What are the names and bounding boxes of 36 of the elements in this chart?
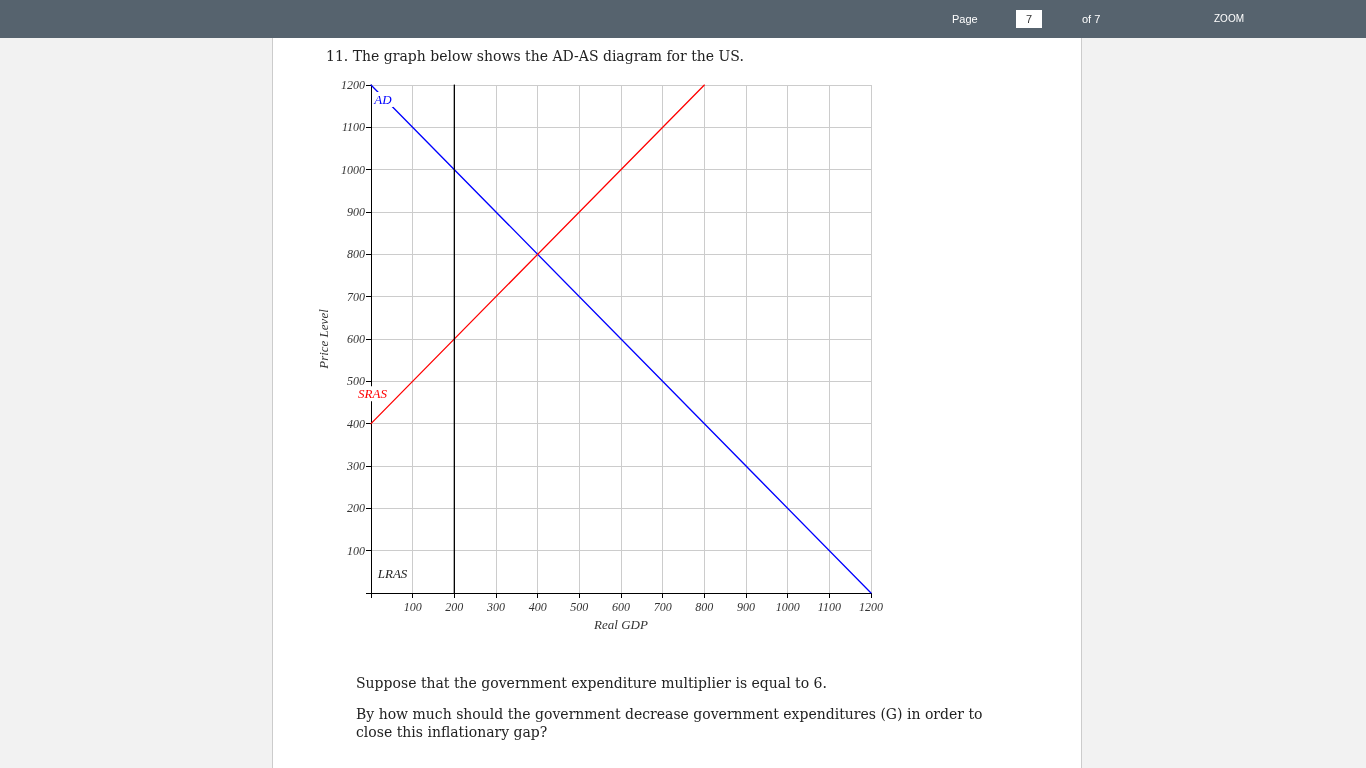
x-axis-title: Real GDP xyxy=(593,616,648,632)
text: of 7 xyxy=(1082,13,1101,25)
x-tick-label: 1000 xyxy=(775,600,800,614)
y-tick-label: 300 xyxy=(346,459,365,473)
series-label: SRAS xyxy=(358,386,388,402)
y-tick-label: 400 xyxy=(347,416,365,431)
x-tick-label: 100 xyxy=(403,600,422,614)
y-tick-label: 100 xyxy=(347,543,365,558)
series-label: AD xyxy=(373,92,393,107)
y-tick-label: 500 xyxy=(347,374,365,389)
y-tick-label: 700 xyxy=(347,289,365,304)
y-tick-label: 600 xyxy=(347,332,365,346)
y-tick-label: 1100 xyxy=(341,120,365,135)
y-axis-title: Price Level xyxy=(316,308,332,370)
text: 7 xyxy=(1016,10,1042,28)
text: ZOOM xyxy=(1214,13,1244,24)
y-tick-label: 1200 xyxy=(341,78,365,92)
x-tick-label: 1200 xyxy=(859,600,883,614)
text: By how much should the government decrease government expenditures (G) in order to close this inflationary gap? xyxy=(356,705,984,741)
y-tick-label: 200 xyxy=(347,501,365,516)
text: Page xyxy=(952,13,978,25)
x-tick-label: 400 xyxy=(528,600,547,614)
chart-title: 11. The graph below shows the AD-AS diagram for the US. xyxy=(326,48,744,64)
x-tick-label: 600 xyxy=(612,600,630,614)
y-tick-label: 1000 xyxy=(341,162,365,177)
x-tick-label: 200 xyxy=(445,600,464,614)
text: LRAS xyxy=(376,565,408,581)
x-tick-label: 800 xyxy=(695,600,714,614)
y-tick-label: 800 xyxy=(347,247,365,262)
text: Suppose that the government expenditure multiplier is equal to 6. xyxy=(356,674,828,692)
y-tick-label: 900 xyxy=(347,205,365,219)
x-tick-label: 300 xyxy=(486,600,505,614)
x-tick-label: 900 xyxy=(737,600,755,614)
x-tick-label: 500 xyxy=(570,600,589,614)
x-tick-label: 1100 xyxy=(817,600,841,614)
x-tick-label: 700 xyxy=(653,600,672,614)
